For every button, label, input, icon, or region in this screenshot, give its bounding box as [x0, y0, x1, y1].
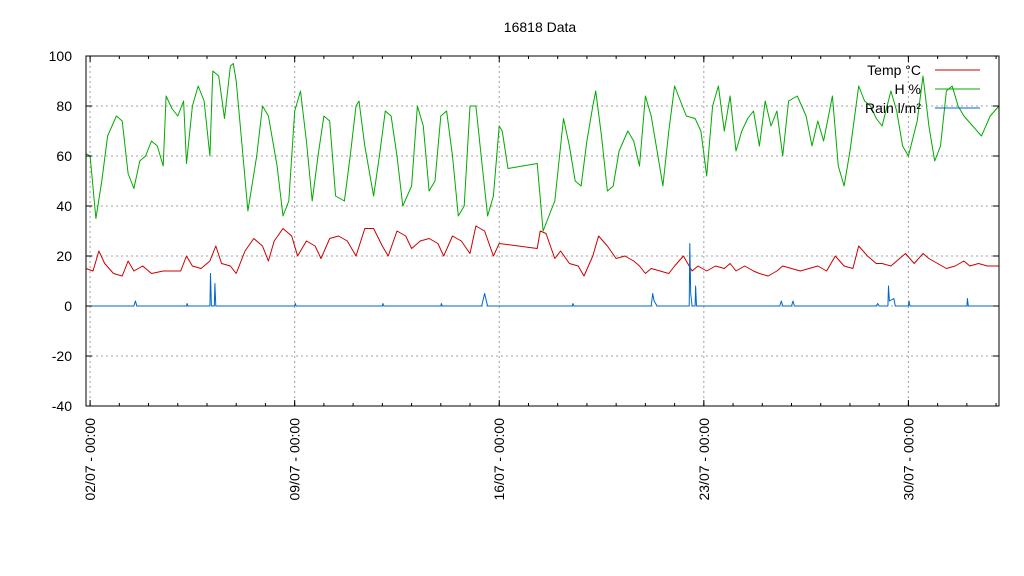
legend-label: Rain l/m² [865, 100, 921, 116]
y-tick-label: 0 [64, 298, 72, 314]
series-line-2 [86, 243, 999, 307]
x-tick-label: 23/07 - 00:00 [696, 418, 712, 501]
y-tick-label: 80 [56, 98, 72, 114]
y-tick-label: -40 [52, 398, 72, 414]
chart-title: 16818 Data [504, 19, 577, 35]
x-tick-label: 02/07 - 00:00 [82, 418, 98, 501]
legend-label: Temp °C [867, 62, 921, 78]
series-group [85, 63, 1000, 307]
y-tick-label: -20 [52, 348, 72, 364]
series-line-0 [85, 225, 999, 277]
x-tick-label: 30/07 - 00:00 [900, 418, 916, 501]
legend: Temp °C H % Rain l/m² [865, 62, 980, 116]
y-tick-label: 40 [56, 198, 72, 214]
series-line-1 [85, 63, 1000, 232]
y-tick-label: 60 [56, 148, 72, 164]
x-tick-label: 09/07 - 00:00 [287, 418, 303, 501]
legend-label: H % [895, 81, 921, 97]
x-tick-label: 16/07 - 00:00 [491, 418, 507, 501]
y-tick-label: 100 [49, 48, 73, 64]
x-axis: 02/07 - 00:00 09/07 - 00:00 16/07 - 00:00 2… [82, 56, 997, 501]
plot-frame [85, 55, 1000, 407]
y-tick-label: 20 [56, 248, 72, 264]
